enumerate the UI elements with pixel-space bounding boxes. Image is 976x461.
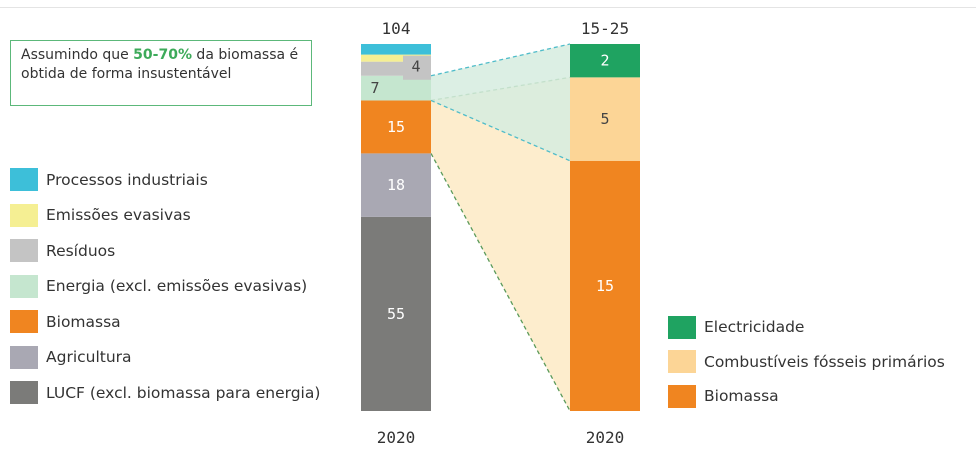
data-label: 4 [411, 58, 420, 76]
legend-swatch [10, 203, 38, 227]
legend-label: Electricidade [704, 318, 805, 337]
data-label: 7 [370, 79, 379, 97]
bar-segment [570, 160, 640, 411]
data-label: 15 [387, 118, 405, 136]
legend-item: LUCF (excl. biomassa para energia) [10, 375, 320, 411]
legend-swatch [10, 239, 38, 263]
legend-swatch [10, 274, 38, 298]
legend-label: Agricultura [46, 348, 132, 367]
bar-segment [361, 44, 431, 55]
note-prefix: Assumindo que [21, 47, 134, 63]
legend-label: Biomassa [704, 387, 779, 406]
total-label: 15-25 [581, 19, 629, 38]
category-label: 2020 [377, 428, 416, 447]
bar-segment [361, 54, 431, 62]
legend-swatch [668, 384, 696, 408]
legend-item: Agricultura [10, 340, 320, 376]
legend-right: Electricidade Combustíveis fósseis primá… [668, 310, 945, 414]
bar-segment [361, 153, 431, 217]
data-label: 2 [600, 52, 609, 70]
legend-swatch [10, 381, 38, 405]
energy-connector-wedge [431, 44, 570, 161]
legend-label: Resíduos [46, 241, 116, 260]
legend-label: Processos industriais [46, 170, 208, 189]
legend-left: Processos industriais Emissões evasivas … [10, 162, 320, 411]
legend-label: Combustíveis fósseis primários [704, 352, 945, 371]
data-label: 15 [596, 277, 614, 295]
legend-swatch [10, 168, 38, 192]
legend-item: Emissões evasivas [10, 198, 320, 234]
note-suffix: da biomassa é obtida de forma insustentá… [21, 47, 299, 82]
assumption-note: Assumindo que 50-70% da biomassa é obtid… [10, 40, 312, 106]
legend-item: Processos industriais [10, 162, 320, 198]
total-label: 104 [382, 19, 411, 38]
legend-swatch [668, 350, 696, 374]
data-label: 5 [600, 110, 609, 128]
bar-segment [570, 77, 640, 161]
top-border-line [0, 7, 976, 8]
biomass-connector-wedge [431, 77, 570, 411]
bar-segment [361, 100, 431, 154]
connector-dashed-line [430, 99, 571, 162]
legend-swatch [10, 345, 38, 369]
connector-dashed-line [430, 43, 571, 77]
residues-block [403, 55, 431, 80]
bar-segment [361, 75, 431, 101]
legend-item: Energia (excl. emissões evasivas) [10, 269, 320, 305]
legend-swatch [10, 310, 38, 334]
legend-item: Biomassa [10, 304, 320, 340]
bar-segment [570, 44, 640, 78]
note-highlight: 50-70% [133, 47, 192, 63]
legend-item: Biomassa [668, 379, 945, 414]
legend-label: Biomassa [46, 312, 121, 331]
legend-label: LUCF (excl. biomassa para energia) [46, 383, 321, 402]
legend-label: Emissões evasivas [46, 206, 191, 225]
legend-label: Energia (excl. emissões evasivas) [46, 277, 308, 296]
legend-item: Resíduos [10, 233, 320, 269]
category-label: 2020 [586, 428, 625, 447]
bar-segment [361, 216, 431, 411]
data-label: 55 [387, 305, 405, 323]
legend-item: Combustíveis fósseis primários [668, 345, 945, 380]
legend-swatch [668, 315, 696, 339]
legend-item: Electricidade [668, 310, 945, 345]
data-label: 18 [387, 176, 405, 194]
